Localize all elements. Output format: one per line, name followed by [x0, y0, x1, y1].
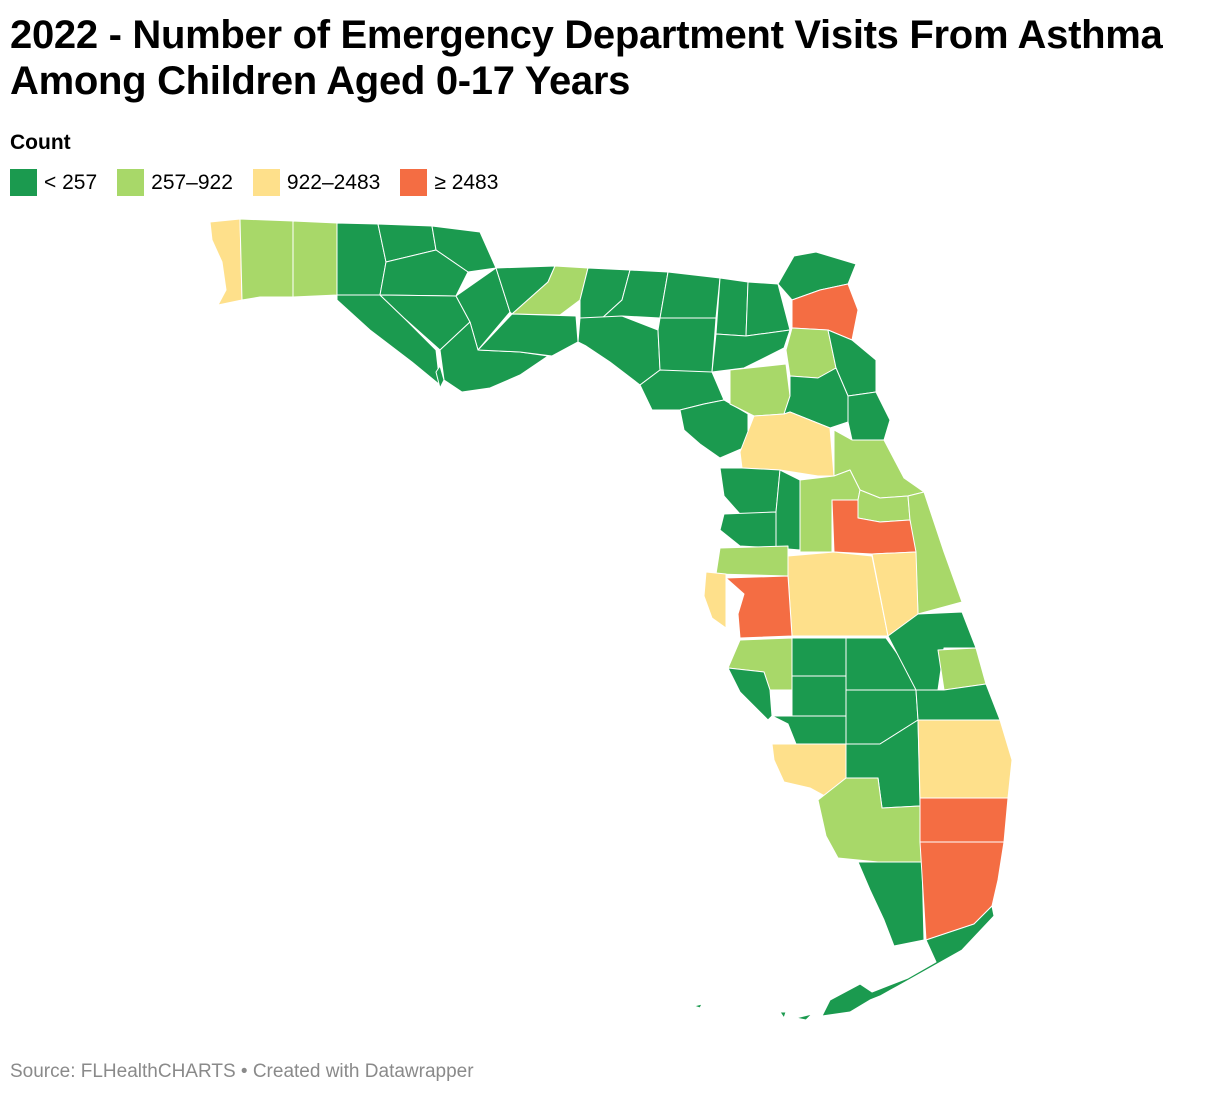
county[interactable]	[477, 313, 579, 357]
chart-title: 2022 - Number of Emergency Department Vi…	[10, 13, 1163, 103]
legend-title: Count	[10, 131, 71, 154]
legend-label: 922–2483	[286, 170, 381, 194]
source-credit: Source: FLHealthCHARTS • Created with Da…	[10, 1061, 474, 1082]
legend: < 257 257–922 922–2483 ≥ 2483	[10, 169, 518, 196]
county[interactable]	[715, 545, 789, 577]
county[interactable]	[725, 575, 793, 639]
county[interactable]	[336, 222, 387, 296]
county[interactable]	[439, 321, 549, 393]
legend-item-lt-257: < 257	[10, 169, 97, 196]
county[interactable]	[379, 249, 469, 297]
county[interactable]	[693, 1003, 703, 1009]
county[interactable]	[787, 551, 889, 637]
county[interactable]	[919, 841, 1005, 941]
county[interactable]	[795, 1013, 813, 1021]
county[interactable]	[775, 469, 801, 551]
county[interactable]	[435, 365, 445, 389]
county[interactable]	[779, 1011, 787, 1019]
county[interactable]	[657, 317, 717, 375]
county[interactable]	[857, 861, 925, 947]
legend-label: 257–922	[151, 170, 233, 194]
legend-swatch	[117, 169, 145, 196]
county[interactable]	[783, 367, 849, 429]
county[interactable]	[577, 315, 661, 386]
county[interactable]	[919, 797, 1009, 843]
legend-item-257-922: 257–922	[117, 169, 233, 196]
county[interactable]	[292, 220, 338, 298]
county[interactable]	[719, 511, 777, 549]
county[interactable]	[937, 647, 987, 691]
florida-map	[0, 210, 1220, 1040]
legend-swatch	[400, 169, 428, 196]
county[interactable]	[659, 271, 721, 319]
county[interactable]	[455, 267, 511, 351]
county[interactable]	[739, 411, 835, 477]
florida-county-map	[209, 218, 1013, 1021]
county[interactable]	[831, 499, 917, 555]
legend-item-922-2483: 922–2483	[252, 169, 381, 196]
county[interactable]	[771, 715, 847, 745]
county[interactable]	[719, 467, 781, 515]
county[interactable]	[847, 391, 891, 441]
legend-swatch	[10, 169, 37, 196]
legend-item-gte-2483: ≥ 2483	[400, 169, 498, 196]
county[interactable]	[703, 571, 727, 629]
county[interactable]	[785, 327, 837, 379]
county[interactable]	[679, 399, 749, 459]
county[interactable]	[821, 905, 995, 1017]
county[interactable]	[209, 218, 243, 306]
county[interactable]	[917, 719, 1013, 799]
county[interactable]	[915, 683, 1001, 721]
county[interactable]	[715, 277, 749, 337]
county[interactable]	[791, 637, 847, 677]
county[interactable]	[431, 225, 497, 273]
county[interactable]	[791, 675, 847, 717]
legend-label: < 257	[44, 170, 98, 194]
legend-label: ≥ 2483	[434, 170, 499, 194]
county[interactable]	[239, 218, 294, 301]
county[interactable]	[727, 667, 773, 721]
legend-swatch	[252, 169, 280, 196]
county[interactable]	[729, 363, 791, 417]
